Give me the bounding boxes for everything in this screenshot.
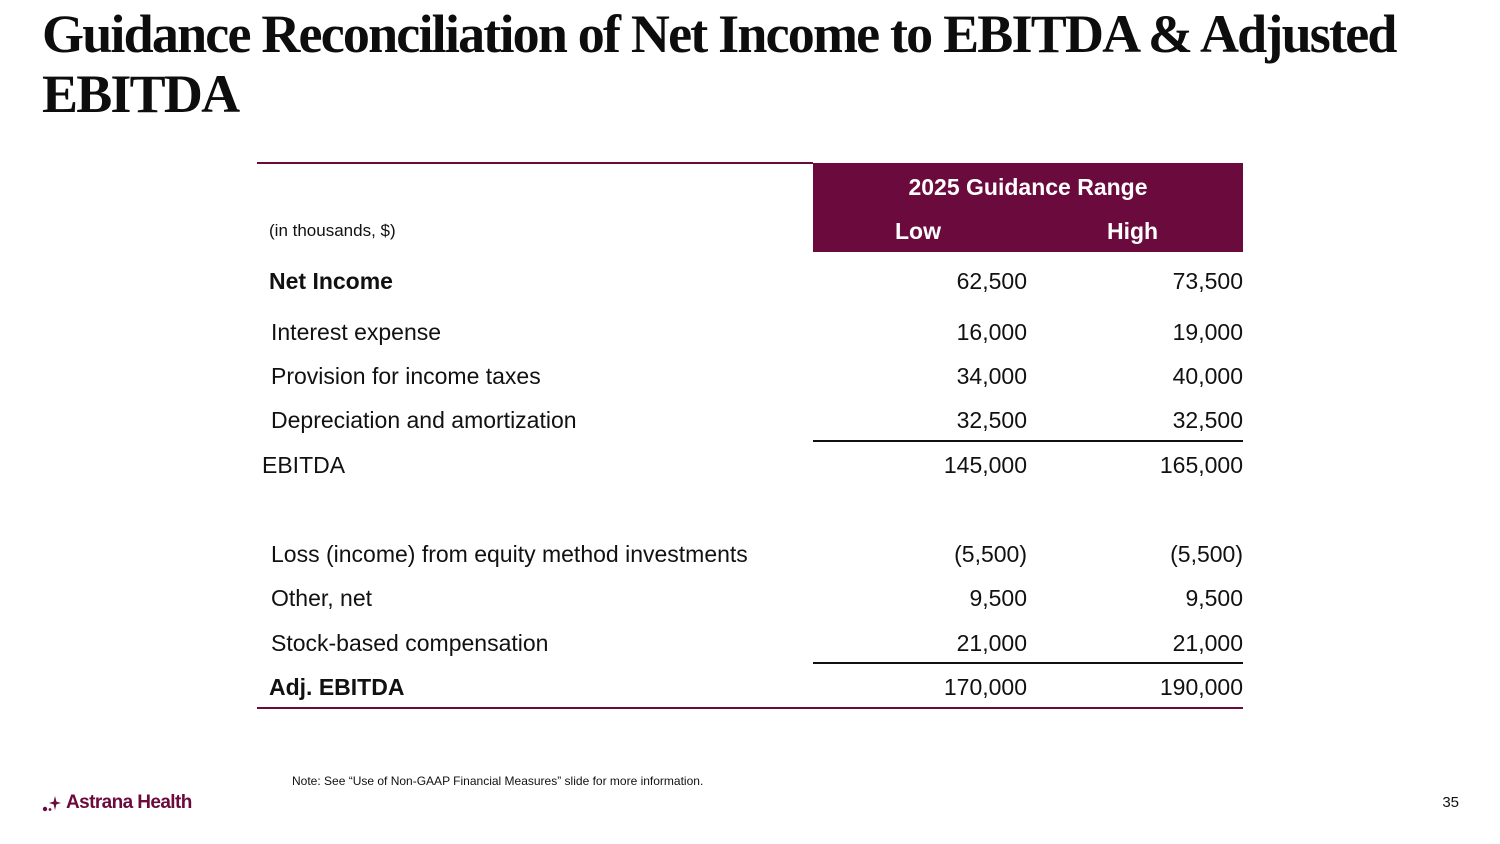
row-low-value: 62,500 (956, 268, 1027, 294)
row-high-value: 190,000 (1159, 674, 1243, 700)
row-low-value: 145,000 (943, 452, 1027, 478)
table-row-adj-ebitda: Adj. EBITDA 170,000 190,000 (257, 672, 1243, 702)
table-row-income-taxes: Provision for income taxes 34,000 40,000 (257, 361, 1243, 391)
row-high-value: (5,500) (1170, 541, 1243, 567)
total-rule (813, 662, 1243, 664)
row-low-value: 16,000 (956, 319, 1027, 345)
table-row-depreciation: Depreciation and amortization 32,500 32,… (257, 405, 1243, 435)
row-high-value: 9,500 (1185, 585, 1243, 611)
table-row-ebitda: EBITDA 145,000 165,000 (257, 450, 1243, 480)
row-high-value: 32,500 (1172, 407, 1243, 433)
row-label: Interest expense (271, 319, 442, 345)
table-row-interest-expense: Interest expense 16,000 19,000 (257, 317, 1243, 347)
row-high-value: 165,000 (1159, 452, 1243, 478)
company-logo: Astrana Health (42, 790, 192, 816)
row-label: Adj. EBITDA (269, 674, 405, 700)
row-label: Loss (income) from equity method investm… (271, 541, 748, 567)
table-row-equity-method: Loss (income) from equity method investm… (257, 539, 1243, 569)
page-title: Guidance Reconciliation of Net Income to… (42, 4, 1397, 124)
row-high-value: 19,000 (1172, 319, 1243, 345)
row-label: EBITDA (262, 452, 346, 478)
row-low-value: (5,500) (954, 541, 1027, 567)
logo-text: Astrana Health (66, 792, 192, 813)
table-top-rule (257, 162, 813, 164)
row-low-value: 21,000 (956, 630, 1027, 656)
page-number: 35 (1442, 794, 1459, 811)
subtotal-rule (813, 440, 1243, 442)
row-label: Stock-based compensation (271, 630, 549, 656)
units-label: (in thousands, $) (269, 221, 396, 240)
row-label: Depreciation and amortization (271, 407, 577, 433)
sparkle-dots-icon (42, 793, 62, 813)
high-column-header: High (1107, 218, 1159, 244)
row-high-value: 73,500 (1172, 268, 1243, 294)
row-high-value: 21,000 (1172, 630, 1243, 656)
table-row-stock-compensation: Stock-based compensation 21,000 21,000 (257, 628, 1243, 658)
table-bottom-rule (257, 707, 1243, 709)
table-row-net-income: Net Income 62,500 73,500 (257, 266, 1243, 296)
row-label: Provision for income taxes (271, 363, 541, 389)
row-low-value: 34,000 (956, 363, 1027, 389)
footnote: Note: See “Use of Non-GAAP Financial Mea… (292, 774, 704, 788)
row-label: Other, net (271, 585, 373, 611)
row-low-value: 170,000 (943, 674, 1027, 700)
row-label: Net Income (269, 268, 393, 294)
row-low-value: 32,500 (956, 407, 1027, 433)
guidance-range-label: 2025 Guidance Range (908, 174, 1148, 200)
low-column-header: Low (895, 218, 941, 244)
row-low-value: 9,500 (969, 585, 1027, 611)
row-high-value: 40,000 (1172, 363, 1243, 389)
table-row-other-net: Other, net 9,500 9,500 (257, 583, 1243, 613)
guidance-range-header: 2025 Guidance Range Low High (813, 163, 1243, 252)
